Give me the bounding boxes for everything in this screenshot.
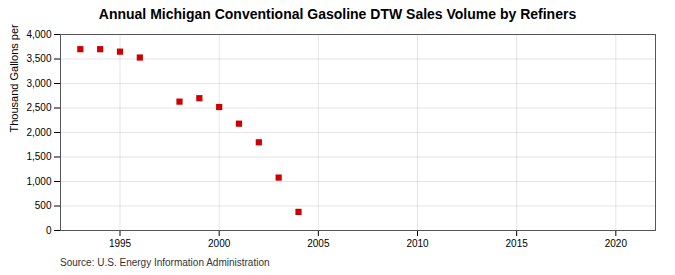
svg-text:1,500: 1,500: [26, 151, 51, 162]
svg-text:4,000: 4,000: [26, 29, 51, 40]
svg-text:2010: 2010: [406, 238, 429, 249]
svg-text:2005: 2005: [307, 238, 330, 249]
svg-text:2020: 2020: [605, 238, 628, 249]
svg-text:0: 0: [46, 225, 52, 236]
svg-text:2,000: 2,000: [26, 127, 51, 138]
svg-text:3,500: 3,500: [26, 53, 51, 64]
svg-text:1995: 1995: [109, 238, 132, 249]
svg-text:Thousand Gallons per Day: Thousand Gallons per Day: [8, 24, 20, 133]
svg-text:1,000: 1,000: [26, 176, 51, 187]
svg-text:2,500: 2,500: [26, 102, 51, 113]
html-text:Annual Michigan Conventional G: Annual Michigan Conventional Gasoline DT…: [98, 6, 577, 22]
svg-text:3,000: 3,000: [26, 78, 51, 89]
html-text:Source: U.S. Energy Informatio: Source: U.S. Energy Information Administ…: [60, 257, 270, 268]
svg-text:2015: 2015: [506, 238, 529, 249]
svg-text:2000: 2000: [208, 238, 231, 249]
svg-text:500: 500: [35, 200, 52, 211]
